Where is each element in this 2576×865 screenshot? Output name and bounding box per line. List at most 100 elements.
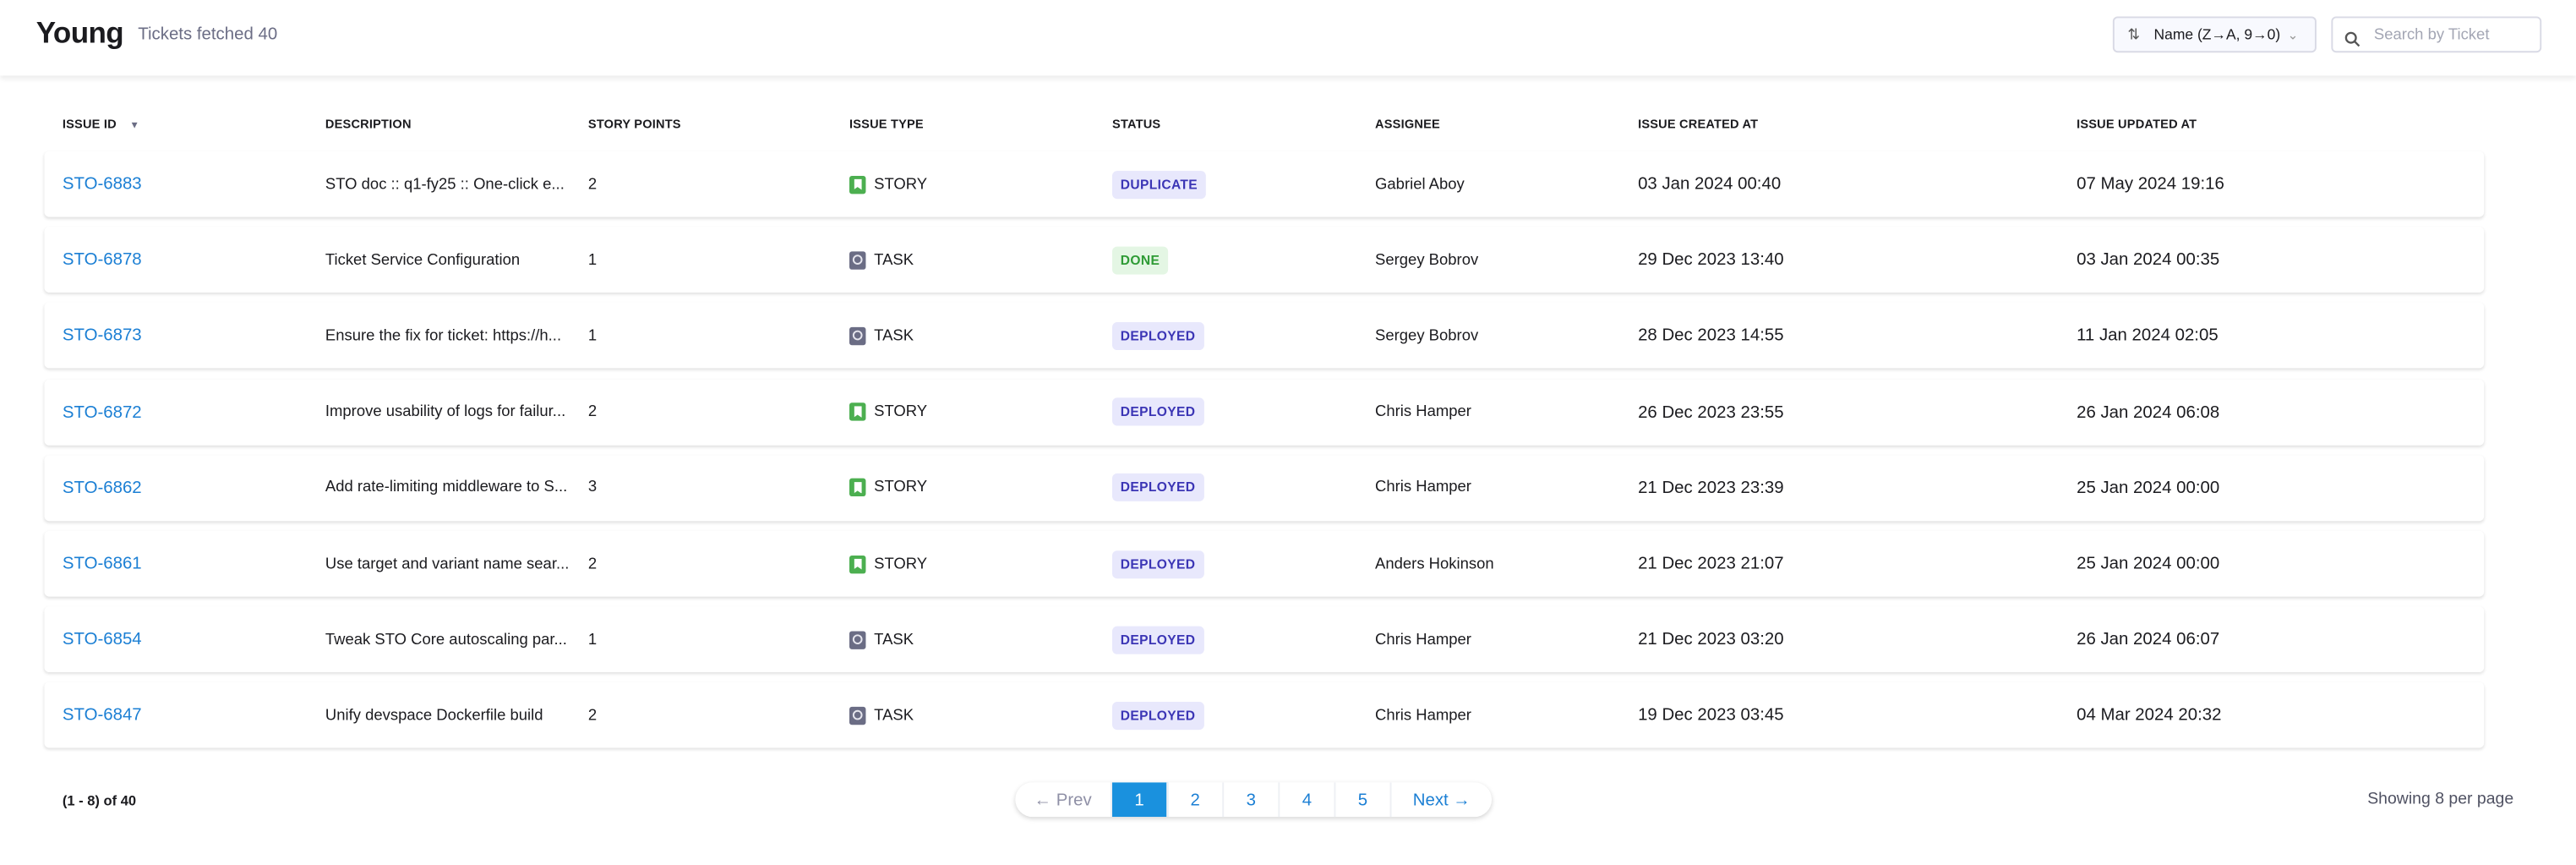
issue-type-label: STORY (874, 479, 928, 497)
column-label: STATUS (1112, 117, 1161, 132)
cell-story-points: 2 (587, 555, 598, 573)
cell-assignee: Sergey Bobrov (1375, 326, 1479, 346)
cell-story-points: 1 (587, 326, 598, 346)
table-row[interactable]: STO-6878 Ticket Service Configuration 1 TAS… (44, 227, 2485, 293)
search-input[interactable] (2371, 24, 2542, 46)
cell-issue-type: STORY (849, 151, 927, 217)
table-row[interactable]: STO-6873 Ensure the fix for ticket: https… (44, 303, 2485, 370)
status-badge: DUPLICATE (1112, 170, 1206, 199)
cell-description: Improve usability of logs for failur... (325, 402, 566, 421)
column-header-issue-created-at[interactable]: ISSUE CREATED AT (1638, 117, 1758, 131)
table-row[interactable]: STO-6883 STO doc :: q1-fy25 :: One-click … (44, 151, 2485, 217)
sort-dropdown[interactable]: ⇅ Name (Z→A, 9→0) ⌄ (2112, 16, 2317, 53)
sort-value: Name (Z→A, 9→0) (2153, 26, 2281, 43)
page-1-button[interactable]: 1 (1112, 782, 1169, 818)
cell-issue-id[interactable]: STO-6854 (62, 629, 142, 650)
column-label: ISSUE TYPE (849, 117, 924, 132)
cell-issue-created-at: 21 Dec 2023 23:39 (1638, 478, 1784, 498)
page-title: Young (35, 16, 124, 50)
cell-issue-updated-at: 25 Jan 2024 00:00 (2077, 554, 2220, 574)
column-header-description[interactable]: DESCRIPTION (325, 117, 412, 131)
column-header-story-points[interactable]: STORY POINTS (588, 117, 681, 131)
cell-story-points: 2 (587, 706, 598, 725)
page-3-button[interactable]: 3 (1224, 782, 1280, 818)
cell-description: Unify devspace Dockerfile build (325, 706, 543, 725)
column-header-status[interactable]: STATUS (1112, 117, 1160, 131)
cell-issue-created-at: 21 Dec 2023 03:20 (1638, 629, 1784, 650)
cell-issue-updated-at: 25 Jan 2024 00:00 (2077, 478, 2220, 498)
cell-status: DEPLOYED (1112, 531, 1204, 597)
column-header-issue-updated-at[interactable]: ISSUE UPDATED AT (2077, 117, 2197, 131)
cell-description: Tweak STO Core autoscaling par... (325, 630, 567, 649)
cell-issue-type: TASK (849, 227, 914, 293)
page-5-button[interactable]: 5 (1335, 782, 1392, 818)
cell-issue-updated-at: 04 Mar 2024 20:32 (2077, 705, 2222, 726)
sort-desc-icon[interactable]: ▼ (129, 121, 140, 132)
table-row[interactable]: STO-6854 Tweak STO Core autoscaling par..… (44, 606, 2485, 673)
table-row[interactable]: STO-6861 Use target and variant name sear… (44, 530, 2485, 597)
chevron-down-icon: ⌄ (2287, 27, 2299, 42)
cell-issue-created-at: 03 Jan 2024 00:40 (1638, 174, 1782, 194)
column-header-issue-type[interactable]: ISSUE TYPE (849, 117, 924, 131)
task-circle-icon (849, 706, 866, 725)
cell-story-points: 1 (587, 250, 598, 270)
page-2-button[interactable]: 2 (1168, 782, 1225, 818)
cell-issue-id[interactable]: STO-6862 (62, 478, 142, 498)
issue-type-label: STORY (874, 175, 928, 194)
cell-assignee: Anders Hokinson (1375, 555, 1494, 573)
pagination: ← Prev 1 2 3 4 5 Next → (1015, 782, 1493, 818)
cell-status: DEPLOYED (1112, 379, 1204, 445)
column-header-assignee[interactable]: ASSIGNEE (1375, 117, 1440, 131)
results-range: (1 - 8) of 40 (62, 791, 137, 809)
table-row[interactable]: STO-6862 Add rate-limiting middleware to … (44, 455, 2485, 521)
cell-issue-updated-at: 03 Jan 2024 00:35 (2077, 249, 2220, 271)
cell-story-points: 3 (587, 479, 598, 497)
cell-issue-type: STORY (849, 379, 927, 445)
cell-issue-updated-at: 11 Jan 2024 02:05 (2077, 326, 2219, 346)
table-row[interactable]: STO-6872 Improve usability of logs for fa… (44, 379, 2485, 446)
page-4-button[interactable]: 4 (1280, 782, 1336, 818)
cell-issue-id[interactable]: STO-6847 (62, 705, 142, 726)
task-circle-icon (849, 630, 866, 649)
status-badge: DEPLOYED (1112, 397, 1204, 426)
issue-type-label: TASK (874, 326, 914, 346)
cell-issue-created-at: 21 Dec 2023 21:07 (1638, 554, 1784, 574)
column-label: DESCRIPTION (325, 117, 412, 132)
cell-description: Ensure the fix for ticket: https://h... (325, 326, 562, 346)
sort-arrows-icon: ⇅ (2127, 25, 2141, 42)
cell-assignee: Gabriel Aboy (1375, 175, 1465, 194)
cell-story-points: 1 (587, 630, 598, 649)
column-label: ISSUE ID (62, 117, 117, 132)
task-circle-icon (849, 250, 866, 270)
cell-issue-type: TASK (849, 607, 914, 673)
per-page-info: Showing 8 per page (2367, 791, 2514, 809)
cell-issue-created-at: 26 Dec 2023 23:55 (1638, 402, 1784, 422)
cell-issue-id[interactable]: STO-6873 (62, 326, 142, 346)
cell-assignee: Chris Hamper (1375, 706, 1471, 725)
cell-issue-id[interactable]: STO-6883 (62, 174, 142, 194)
cell-status: DEPLOYED (1112, 682, 1204, 748)
status-badge: DEPLOYED (1112, 474, 1204, 502)
search-box[interactable] (2331, 16, 2542, 53)
column-label: ISSUE UPDATED AT (2077, 117, 2197, 132)
issue-type-label: TASK (874, 250, 914, 270)
next-page-button[interactable]: Next → (1412, 790, 1471, 810)
cell-issue-id[interactable]: STO-6872 (62, 402, 142, 422)
cell-story-points: 2 (587, 175, 598, 194)
cell-status: DEPLOYED (1112, 455, 1204, 521)
cell-assignee: Chris Hamper (1375, 630, 1471, 649)
column-header-issue-id[interactable]: ISSUE ID ▼ (63, 117, 139, 131)
issue-type-label: TASK (874, 706, 914, 725)
cell-description: Ticket Service Configuration (325, 250, 521, 270)
cell-issue-created-at: 28 Dec 2023 14:55 (1638, 326, 1784, 346)
column-label: ASSIGNEE (1375, 117, 1440, 132)
prev-page-button[interactable]: ← Prev (1015, 782, 1113, 818)
cell-issue-id[interactable]: STO-6861 (62, 554, 142, 574)
cell-status: DEPLOYED (1112, 303, 1204, 369)
cell-issue-id[interactable]: STO-6878 (62, 249, 142, 271)
status-badge: DEPLOYED (1112, 321, 1204, 350)
cell-assignee: Sergey Bobrov (1375, 250, 1479, 270)
bookmark-icon (849, 402, 866, 421)
table-row[interactable]: STO-6847 Unify devspace Dockerfile build 2… (44, 682, 2485, 749)
